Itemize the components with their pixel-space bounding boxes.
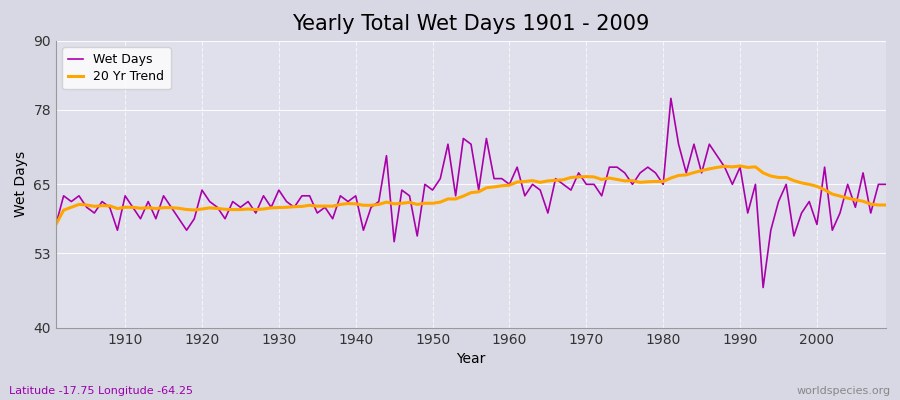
X-axis label: Year: Year — [456, 352, 486, 366]
Line: 20 Yr Trend: 20 Yr Trend — [56, 166, 886, 224]
Wet Days — [504, 182, 515, 187]
Line: Wet Days: Wet Days — [56, 98, 886, 288]
Wet Days — [665, 96, 676, 101]
Wet Days — [281, 199, 292, 204]
20 Yr Trend — [881, 202, 892, 207]
Wet Days — [328, 216, 338, 221]
Y-axis label: Wet Days: Wet Days — [14, 151, 28, 218]
Legend: Wet Days, 20 Yr Trend: Wet Days, 20 Yr Trend — [62, 47, 171, 90]
Title: Yearly Total Wet Days 1901 - 2009: Yearly Total Wet Days 1901 - 2009 — [292, 14, 650, 34]
20 Yr Trend — [50, 222, 61, 227]
Text: Latitude -17.75 Longitude -64.25: Latitude -17.75 Longitude -64.25 — [9, 386, 193, 396]
Wet Days — [597, 194, 608, 198]
Wet Days — [497, 176, 508, 181]
Wet Days — [758, 285, 769, 290]
Wet Days — [112, 228, 122, 233]
20 Yr Trend — [734, 164, 745, 168]
20 Yr Trend — [112, 206, 122, 211]
Text: worldspecies.org: worldspecies.org — [796, 386, 891, 396]
20 Yr Trend — [281, 205, 292, 210]
20 Yr Trend — [504, 183, 515, 188]
20 Yr Trend — [328, 204, 338, 208]
Wet Days — [881, 182, 892, 187]
Wet Days — [50, 222, 61, 227]
20 Yr Trend — [497, 183, 508, 188]
20 Yr Trend — [597, 177, 608, 182]
